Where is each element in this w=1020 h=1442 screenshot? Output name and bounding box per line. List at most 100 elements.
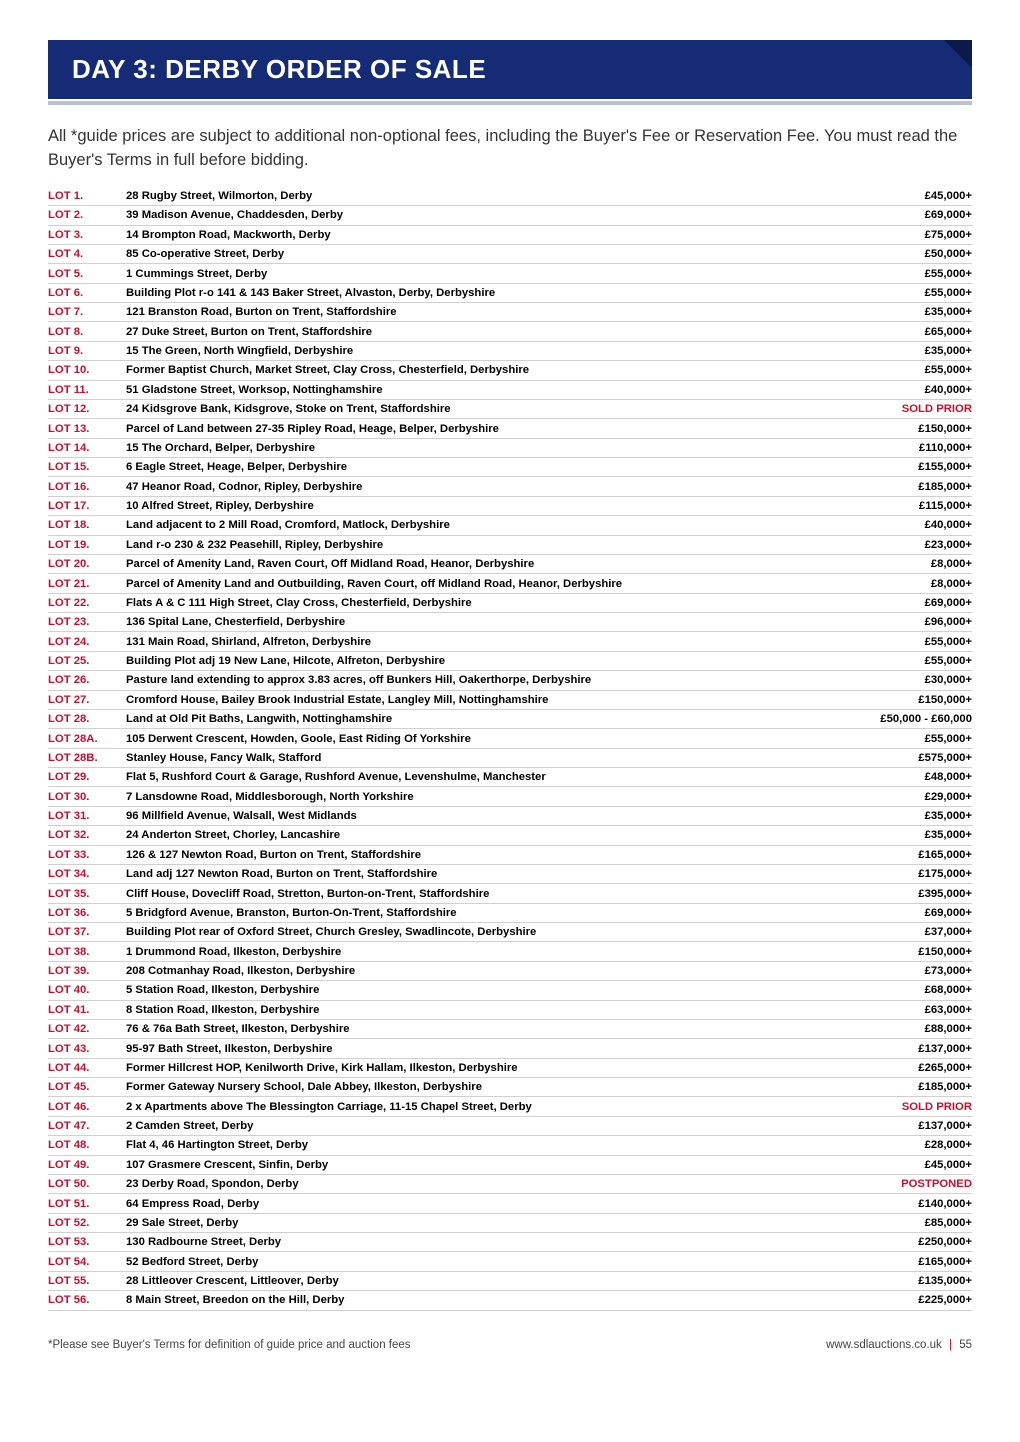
lot-number: LOT 31. [48, 810, 126, 822]
lot-price: £55,000+ [925, 364, 972, 376]
lot-number: LOT 48. [48, 1139, 126, 1151]
page-banner: DAY 3: DERBY ORDER OF SALE [48, 40, 972, 99]
lot-description: 28 Rugby Street, Wilmorton, Derby [126, 190, 925, 202]
table-row: LOT 50.23 Derby Road, Spondon, DerbyPOST… [48, 1175, 972, 1194]
lot-number: LOT 2. [48, 209, 126, 221]
lot-number: LOT 8. [48, 326, 126, 338]
lot-description: 64 Empress Road, Derby [126, 1198, 918, 1210]
table-row: LOT 32.24 Anderton Street, Chorley, Lanc… [48, 826, 972, 845]
lot-price: £63,000+ [925, 1004, 972, 1016]
lot-number: LOT 28A. [48, 733, 126, 745]
lot-description: Stanley House, Fancy Walk, Stafford [126, 752, 918, 764]
lot-price: £75,000+ [925, 229, 972, 241]
lot-number: LOT 43. [48, 1043, 126, 1055]
lot-number: LOT 24. [48, 636, 126, 648]
footer-right: www.sdlauctions.co.uk | 55 [826, 1339, 972, 1351]
table-row: LOT 31.96 Millfield Avenue, Walsall, Wes… [48, 807, 972, 826]
lot-description: 15 The Orchard, Belper, Derbyshire [126, 442, 919, 454]
lot-price: £69,000+ [925, 597, 972, 609]
table-row: LOT 19.Land r-o 230 & 232 Peasehill, Rip… [48, 536, 972, 555]
lot-description: Flats A & C 111 High Street, Clay Cross,… [126, 597, 925, 609]
lot-description: Building Plot adj 19 New Lane, Hilcote, … [126, 655, 925, 667]
table-row: LOT 36.5 Bridgford Avenue, Branston, Bur… [48, 904, 972, 923]
lot-description: 95-97 Bath Street, Ilkeston, Derbyshire [126, 1043, 918, 1055]
table-row: LOT 5.1 Cummings Street, Derby£55,000+ [48, 264, 972, 283]
banner-container: DAY 3: DERBY ORDER OF SALE [0, 0, 1020, 105]
table-row: LOT 26.Pasture land extending to approx … [48, 671, 972, 690]
lot-price: £55,000+ [925, 636, 972, 648]
lot-number: LOT 25. [48, 655, 126, 667]
lot-price: £40,000+ [925, 519, 972, 531]
lot-number: LOT 17. [48, 500, 126, 512]
lot-price: £50,000+ [925, 248, 972, 260]
lot-number: LOT 51. [48, 1198, 126, 1210]
lot-description: 96 Millfield Avenue, Walsall, West Midla… [126, 810, 925, 822]
banner-corner-icon [944, 40, 972, 68]
lot-table: LOT 1.28 Rugby Street, Wilmorton, Derby£… [0, 187, 1020, 1311]
lot-description: 1 Drummond Road, Ilkeston, Derbyshire [126, 946, 918, 958]
table-row: LOT 33.126 & 127 Newton Road, Burton on … [48, 846, 972, 865]
lot-number: LOT 49. [48, 1159, 126, 1171]
lot-number: LOT 38. [48, 946, 126, 958]
lot-description: Building Plot r-o 141 & 143 Baker Street… [126, 287, 925, 299]
lot-price: £40,000+ [925, 384, 972, 396]
table-row: LOT 24.131 Main Road, Shirland, Alfreton… [48, 632, 972, 651]
page-footer: *Please see Buyer's Terms for definition… [0, 1311, 1020, 1371]
lot-description: Land r-o 230 & 232 Peasehill, Ripley, De… [126, 539, 925, 551]
lot-description: Flat 4, 46 Hartington Street, Derby [126, 1139, 925, 1151]
lot-price: £69,000+ [925, 209, 972, 221]
table-row: LOT 25.Building Plot adj 19 New Lane, Hi… [48, 652, 972, 671]
footer-page: 55 [959, 1339, 972, 1351]
table-row: LOT 12.24 Kidsgrove Bank, Kidsgrove, Sto… [48, 400, 972, 419]
lot-description: Land adjacent to 2 Mill Road, Cromford, … [126, 519, 925, 531]
table-row: LOT 17.10 Alfred Street, Ripley, Derbysh… [48, 497, 972, 516]
lot-number: LOT 40. [48, 984, 126, 996]
lot-number: LOT 18. [48, 519, 126, 531]
lot-description: Former Hillcrest HOP, Kenilworth Drive, … [126, 1062, 918, 1074]
lot-price: £55,000+ [925, 733, 972, 745]
lot-description: Parcel of Land between 27-35 Ripley Road… [126, 423, 918, 435]
table-row: LOT 28B.Stanley House, Fancy Walk, Staff… [48, 749, 972, 768]
lot-price: £28,000+ [925, 1139, 972, 1151]
table-row: LOT 43.95-97 Bath Street, Ilkeston, Derb… [48, 1039, 972, 1058]
lot-description: 85 Co-operative Street, Derby [126, 248, 925, 260]
lot-price: £185,000+ [918, 481, 972, 493]
lot-price: £575,000+ [918, 752, 972, 764]
lot-description: Land adj 127 Newton Road, Burton on Tren… [126, 868, 918, 880]
table-row: LOT 48.Flat 4, 46 Hartington Street, Der… [48, 1136, 972, 1155]
lot-description: Flat 5, Rushford Court & Garage, Rushfor… [126, 771, 925, 783]
lot-description: 5 Station Road, Ilkeston, Derbyshire [126, 984, 925, 996]
lot-price: £45,000+ [925, 190, 972, 202]
table-row: LOT 13.Parcel of Land between 27-35 Ripl… [48, 419, 972, 438]
table-row: LOT 15.6 Eagle Street, Heage, Belper, De… [48, 458, 972, 477]
lot-number: LOT 50. [48, 1178, 126, 1190]
banner-title: DAY 3: DERBY ORDER OF SALE [72, 54, 486, 84]
lot-price: £35,000+ [925, 345, 972, 357]
lot-price: £85,000+ [925, 1217, 972, 1229]
lot-number: LOT 33. [48, 849, 126, 861]
lot-price: £35,000+ [925, 810, 972, 822]
lot-number: LOT 15. [48, 461, 126, 473]
lot-price: £137,000+ [918, 1120, 972, 1132]
lot-number: LOT 42. [48, 1023, 126, 1035]
lot-number: LOT 41. [48, 1004, 126, 1016]
lot-description: 10 Alfred Street, Ripley, Derbyshire [126, 500, 919, 512]
lot-number: LOT 14. [48, 442, 126, 454]
lot-description: 8 Main Street, Breedon on the Hill, Derb… [126, 1294, 918, 1306]
lot-price: POSTPONED [901, 1178, 972, 1190]
table-row: LOT 54.52 Bedford Street, Derby£165,000+ [48, 1252, 972, 1271]
footer-sep: | [945, 1339, 956, 1351]
lot-description: 52 Bedford Street, Derby [126, 1256, 918, 1268]
lot-number: LOT 36. [48, 907, 126, 919]
lot-number: LOT 32. [48, 829, 126, 841]
lot-price: £140,000+ [918, 1198, 972, 1210]
lot-number: LOT 9. [48, 345, 126, 357]
lot-description: 1 Cummings Street, Derby [126, 268, 925, 280]
table-row: LOT 28.Land at Old Pit Baths, Langwith, … [48, 710, 972, 729]
lot-description: 28 Littleover Crescent, Littleover, Derb… [126, 1275, 918, 1287]
lot-description: 107 Grasmere Crescent, Sinfin, Derby [126, 1159, 925, 1171]
lot-price: £165,000+ [918, 849, 972, 861]
lot-description: Land at Old Pit Baths, Langwith, Notting… [126, 713, 880, 725]
table-row: LOT 37.Building Plot rear of Oxford Stre… [48, 923, 972, 942]
table-row: LOT 39.208 Cotmanhay Road, Ilkeston, Der… [48, 962, 972, 981]
